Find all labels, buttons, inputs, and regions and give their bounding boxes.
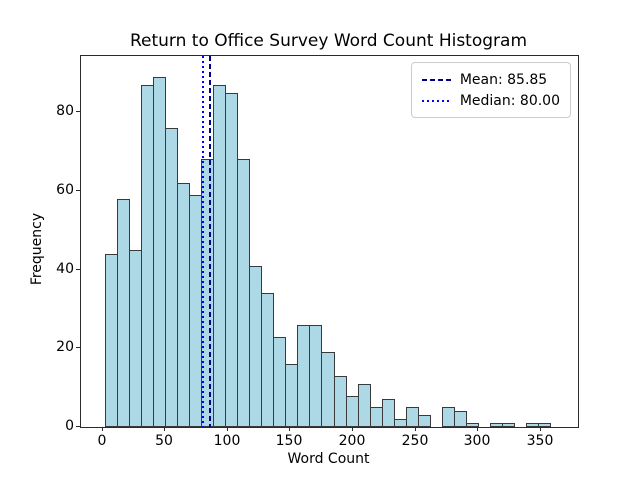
x-tick-mark xyxy=(102,427,103,431)
y-tick-label: 80 xyxy=(56,103,74,119)
legend-row: Mean: 85.85 xyxy=(421,69,560,90)
histogram-bar xyxy=(502,423,515,427)
plot-area: Mean: 85.85 Median: 80.00 xyxy=(80,55,579,428)
legend: Mean: 85.85 Median: 80.00 xyxy=(410,62,571,118)
x-tick-label: 350 xyxy=(526,433,554,449)
x-tick-label: 50 xyxy=(155,433,173,449)
x-tick-mark xyxy=(352,427,353,431)
x-tick-mark xyxy=(415,427,416,431)
legend-label: Mean: 85.85 xyxy=(459,71,548,88)
histogram-bar xyxy=(358,384,371,427)
y-tick-mark xyxy=(76,347,80,348)
x-tick-label: 200 xyxy=(338,433,366,449)
x-tick-label: 100 xyxy=(213,433,241,449)
y-tick-label: 0 xyxy=(65,418,74,434)
x-tick-label: 150 xyxy=(275,433,303,449)
legend-label: Median: 80.00 xyxy=(459,92,560,109)
x-tick-label: 250 xyxy=(401,433,429,449)
y-tick-label: 20 xyxy=(56,339,74,355)
y-tick-label: 60 xyxy=(56,182,74,198)
mean-line xyxy=(209,56,211,427)
histogram-bar xyxy=(466,423,479,427)
x-tick-label: 300 xyxy=(463,433,491,449)
x-tick-label: 0 xyxy=(97,433,107,449)
y-tick-mark xyxy=(76,190,80,191)
dotted-line-icon xyxy=(421,99,451,102)
x-tick-mark xyxy=(227,427,228,431)
legend-row: Median: 80.00 xyxy=(421,90,560,111)
y-tick-mark xyxy=(76,426,80,427)
chart-title: Return to Office Survey Word Count Histo… xyxy=(129,31,528,51)
histogram-bar xyxy=(454,411,467,427)
y-tick-label: 40 xyxy=(56,261,74,277)
x-tick-mark xyxy=(477,427,478,431)
y-tick-mark xyxy=(76,269,80,270)
x-tick-mark xyxy=(540,427,541,431)
x-tick-mark xyxy=(289,427,290,431)
histogram-bar xyxy=(382,399,395,427)
histogram-bar xyxy=(538,423,551,427)
median-line xyxy=(202,56,204,427)
y-tick-mark xyxy=(76,111,80,112)
y-axis-label: Frequency xyxy=(29,212,45,286)
histogram-bar xyxy=(418,415,431,427)
dashed-line-icon xyxy=(421,78,451,81)
histogram-bar xyxy=(321,352,335,427)
x-tick-mark xyxy=(164,427,165,431)
x-axis-label: Word Count xyxy=(287,451,370,467)
